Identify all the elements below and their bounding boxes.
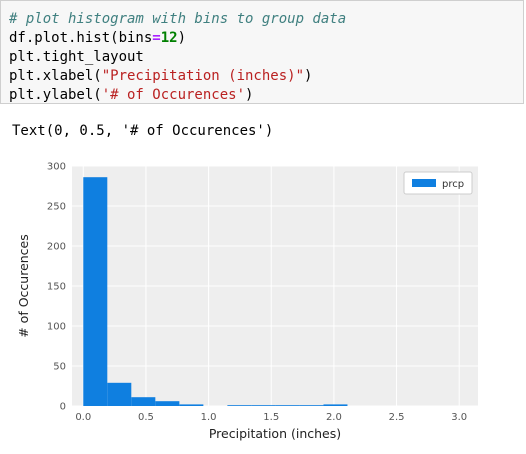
y-tick-label: 200	[47, 242, 66, 253]
histogram-bar	[83, 177, 108, 406]
code-line-5: plt.ylabel('# of Occurences')	[9, 86, 515, 105]
histogram-bar	[251, 405, 276, 406]
x-tick-label: 0.5	[138, 412, 154, 423]
x-tick-label: 2.5	[389, 412, 405, 423]
x-tick-label: 2.0	[326, 412, 342, 423]
code-text: plt.tight_layout	[9, 49, 144, 65]
code-text: plt.xlabel(	[9, 68, 102, 84]
x-tick-label: 1.0	[201, 412, 217, 423]
code-text: df.plot.hist(bins	[9, 30, 153, 46]
histogram-bar	[323, 404, 348, 406]
code-line-4: plt.xlabel("Precipitation (inches)")	[9, 67, 515, 86]
x-tick-label: 0.0	[75, 412, 91, 423]
code-text: )	[304, 68, 313, 84]
code-text: )	[177, 30, 187, 46]
code-cell[interactable]: # plot histogram with bins to group data…	[0, 0, 524, 104]
histogram-bar	[107, 382, 132, 406]
code-text: )	[245, 87, 254, 103]
y-tick-label: 250	[47, 202, 66, 213]
histogram-bar	[131, 397, 156, 406]
cell-output-text: Text(0, 0.5, '# of Occurences')	[12, 123, 274, 139]
code-line-3: plt.tight_layout	[9, 48, 515, 67]
code-line-1: # plot histogram with bins to group data	[9, 10, 515, 29]
code-text: plt.ylabel(	[9, 87, 102, 103]
y-tick-label: 0	[60, 402, 66, 413]
x-axis-label: Precipitation (inches)	[209, 426, 341, 441]
code-line-2: df.plot.hist(bins=12)	[9, 29, 515, 48]
code-string: '# of Occurences'	[101, 87, 246, 103]
plot-area	[72, 165, 478, 407]
x-tick-label: 3.0	[451, 412, 467, 423]
y-tick-label: 300	[47, 162, 66, 173]
y-axis-label: # of Occurences	[16, 234, 31, 338]
y-tick-label: 100	[47, 322, 66, 333]
y-tick-label: 50	[53, 362, 66, 373]
histogram-chart: 0.0 0.5 1.0 1.5 2.0 2.5 3.0050100150200250300 …	[16, 162, 478, 441]
ticks: 0.0 0.5 1.0 1.5 2.0 2.5 3.0 0 50 100 150 200 250 300	[47, 162, 467, 424]
histogram-bar	[299, 405, 324, 406]
y-tick-label: 150	[47, 282, 66, 293]
legend-label: prcp	[442, 179, 464, 190]
histogram-bar	[155, 401, 180, 406]
histogram-bar	[227, 405, 252, 406]
histogram-bar	[179, 404, 204, 406]
bars	[83, 177, 348, 406]
code-string: "Precipitation (inches)"	[101, 68, 305, 84]
histogram-bar	[275, 405, 300, 406]
legend-swatch	[412, 179, 436, 187]
legend-box	[403, 171, 473, 195]
code-comment: # plot histogram with bins to group data	[9, 11, 347, 27]
code-number: 12	[160, 30, 178, 46]
x-tick-label: 1.5	[263, 412, 279, 423]
code-operator: =	[152, 30, 161, 46]
legend: prcp	[403, 171, 473, 195]
